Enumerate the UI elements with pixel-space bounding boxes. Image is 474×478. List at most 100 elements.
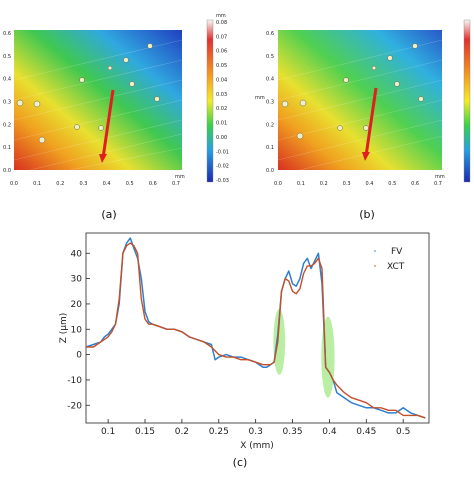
panel-a-particles	[16, 43, 160, 144]
panel-a-y-tick-label: 0.5	[3, 54, 11, 60]
chart-plot-area	[85, 232, 430, 424]
x-tick-label: 0.25	[209, 427, 229, 437]
x-tick-label: 0.1	[101, 427, 115, 437]
chart-legend: FV XCT	[374, 247, 405, 272]
panel-b-y-tick-label: 0.6	[266, 31, 274, 37]
chart-series	[85, 237, 426, 419]
x-tick-label: 0.5	[396, 427, 410, 437]
x-tick-label: 0.4	[322, 427, 337, 437]
panel-a-x-tick-label: 0.2	[56, 181, 64, 187]
panel-a-colorbar-tick-label: -0.03	[216, 178, 229, 184]
panel-a-colorbar-tick-label: 0.01	[216, 121, 227, 127]
y-tick-label: 10	[71, 325, 83, 335]
y-tick-label: 20	[71, 300, 83, 310]
panel-a-x-tick-label: 0.6	[149, 181, 157, 187]
panel-b-x-tick-label: 0.6	[411, 181, 419, 187]
highlight-ellipse	[273, 309, 286, 375]
chart-x-label: X (mm)	[240, 441, 274, 451]
legend-marker-fv	[374, 250, 376, 252]
panel-b-x-tick-label: 0.0	[274, 181, 282, 187]
panel-a-y-ticks: 0.0 0.1 0.2 0.3 0.4 0.5 0.6	[3, 31, 11, 174]
panel-b-x-tick-label: 0.3	[343, 181, 351, 187]
panel-b-x-ticks: 0.0 0.1 0.2 0.3 0.4 0.5 0.6 0.7	[274, 181, 442, 187]
y-tick-label: -20	[67, 401, 82, 411]
panel-b-y-tick-label: 0.2	[266, 122, 274, 128]
y-tick-label: 40	[71, 249, 83, 259]
panel-a-x-tick-label: 0.5	[126, 181, 134, 187]
panel-a-x-ticks: 0.0 0.1 0.2 0.3 0.4 0.5 0.6 0.7	[10, 181, 180, 187]
series-line-fv	[85, 237, 426, 419]
panel-b-profile-line	[364, 87, 378, 157]
panel-a-colorbar	[206, 19, 214, 183]
panel-a-y-tick-label: 0.1	[3, 145, 11, 151]
panel-a-y-tick-label: 0.3	[3, 100, 11, 106]
x-tick-label: 0.3	[248, 427, 262, 437]
chart-y-ticks: 40 30 20 10 0 -10 -20	[67, 249, 90, 411]
panel-b-surface	[278, 30, 442, 170]
panel-b: 0.0 0.1 0.2 0.3 0.4 0.5 0.6 0.7 0.0 0.1 0.2 0.3 0.4…	[255, 19, 471, 221]
panel-b-y-tick-label: 0.1	[266, 145, 274, 151]
panel-b-y-tick-label: 0.4	[266, 77, 274, 83]
legend-marker-xct	[374, 265, 376, 267]
panel-b-colorbar	[463, 19, 471, 183]
panel-b-y-tick-label: 0.5	[266, 54, 274, 60]
panel-a-colorbar-tick-label: 0.07	[216, 34, 227, 40]
panel-b-x-tick-label: 0.1	[297, 181, 305, 187]
chart-x-ticks: 0.1 0.15 0.2 0.25 0.3 0.35 0.4 0.45 0.5	[101, 419, 410, 437]
x-tick-label: 0.15	[135, 427, 155, 437]
panel-a-colorbar-ticks: 0.08 0.07 0.06 0.05 0.04 0.03 0.02 0.01 0.00 -0.0…	[216, 20, 229, 184]
chart-y-label: Z (μm)	[59, 313, 69, 344]
panel-a-arrow-head	[99, 154, 107, 163]
panel-a-colorbar-tick-label: 0.02	[216, 106, 227, 112]
panel-a-x-tick-label: 0.3	[79, 181, 87, 187]
x-tick-label: 0.2	[175, 427, 189, 437]
panel-b-unit-label-y: mm	[255, 95, 265, 101]
panel-a-x-tick-label: 0.4	[103, 181, 111, 187]
panel-a-y-tick-label: 0.2	[3, 122, 11, 128]
panel-a-x-tick-label: 0.0	[10, 181, 18, 187]
panel-a-colorbar-tick-label: 0.05	[216, 63, 227, 69]
panel-a-texture	[13, 39, 183, 171]
y-tick-label: 0	[76, 351, 82, 361]
panel-a-colorbar-tick-label: 0.08	[216, 20, 227, 26]
panel-a-colorbar-unit: mm	[216, 13, 226, 19]
x-tick-label: 0.35	[283, 427, 303, 437]
panel-a-y-tick-label: 0.6	[3, 31, 11, 37]
panel-a-x-tick-label: 0.7	[172, 181, 180, 187]
panel-a-caption: (a)	[101, 208, 116, 221]
panel-b-y-tick-label: 0.0	[266, 168, 274, 174]
panel-a-surface	[14, 30, 182, 170]
legend-label-fv: FV	[391, 247, 403, 257]
panel-a-colorbar-tick-label: -0.01	[216, 149, 229, 155]
panel-b-caption: (b)	[359, 208, 375, 221]
panel-a-colorbar-tick-label: 0.06	[216, 49, 227, 55]
y-tick-label: -10	[67, 376, 82, 386]
panel-b-texture	[277, 39, 443, 171]
panel-b-particles	[281, 43, 424, 140]
series-line-xct	[86, 242, 426, 419]
panel-b-x-tick-label: 0.5	[388, 181, 396, 187]
x-tick-label: 0.45	[356, 427, 376, 437]
panel-b-x-tick-label: 0.2	[320, 181, 328, 187]
panel-b-unit-label-x: mm	[435, 174, 445, 180]
panel-a: 0.0 0.1 0.2 0.3 0.4 0.5 0.6 0.7 0.0 0.1 0.2 0.3 0.4…	[3, 13, 229, 221]
panel-a-colorbar-tick-label: 0.03	[216, 92, 227, 98]
legend-label-xct: XCT	[387, 262, 405, 272]
panel-a-unit-label: mm	[175, 174, 185, 180]
y-tick-label: 30	[71, 275, 83, 285]
panel-b-y-ticks: 0.0 0.1 0.2 0.3 0.4 0.5 0.6	[266, 31, 274, 174]
panel-b-y-tick-label: 0.3	[266, 100, 274, 106]
panel-a-colorbar-tick-label: -0.02	[216, 164, 229, 170]
panel-a-colorbar-tick-label: 0.00	[216, 135, 227, 141]
panel-a-x-tick-label: 0.1	[33, 181, 41, 187]
panel-a-y-tick-label: 0.0	[3, 168, 11, 174]
panel-c: 0.1 0.15 0.2 0.25 0.3 0.35 0.4 0.45 0.5 40 30 20 10…	[59, 232, 430, 469]
panel-a-colorbar-tick-label: 0.04	[216, 77, 227, 83]
panel-b-x-tick-label: 0.7	[434, 181, 442, 187]
panel-a-profile-line	[101, 89, 115, 159]
chart-caption: (c)	[233, 456, 248, 469]
panel-b-arrow-head	[362, 152, 370, 161]
panel-a-y-tick-label: 0.4	[3, 77, 11, 83]
panel-b-x-tick-label: 0.4	[365, 181, 373, 187]
